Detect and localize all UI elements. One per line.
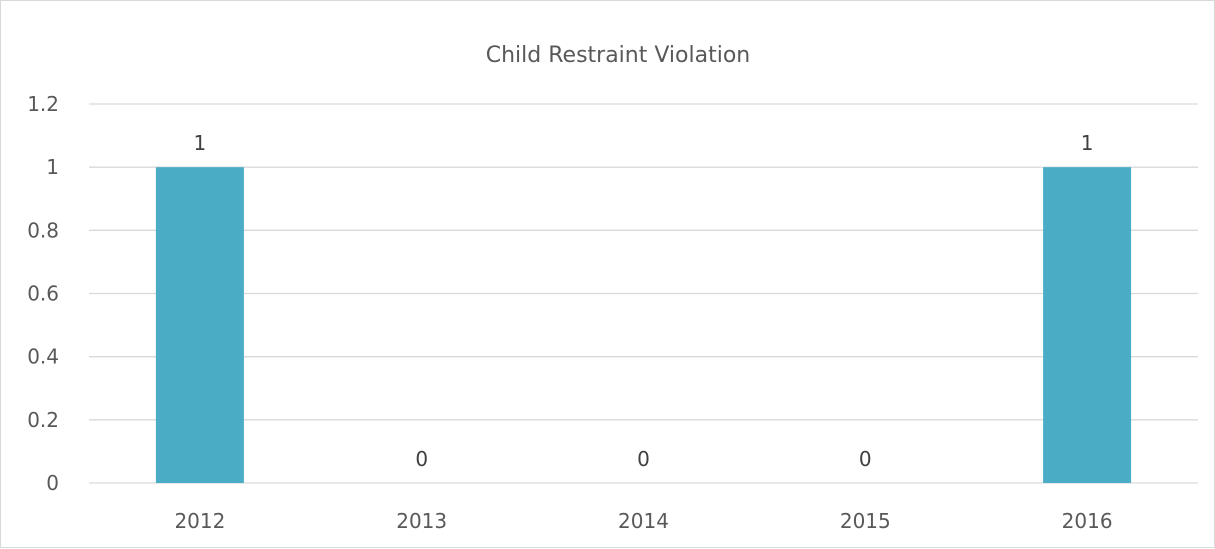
data-label-2013: 0 [415,447,428,471]
y-tick-label: 1.2 [27,92,59,116]
data-labels: 1 0 0 0 1 [194,131,1094,471]
x-tick-label: 2015 [840,509,891,533]
y-tick-label: 0.8 [27,218,59,242]
bar-2016 [1043,167,1132,483]
x-tick-label: 2013 [396,509,447,533]
bars [155,167,1132,483]
x-tick-label: 2016 [1062,509,1113,533]
y-tick-label: 0.2 [27,408,59,432]
y-axis-ticks: 0 0.2 0.4 0.6 0.8 1 1.2 [27,92,59,495]
x-axis-ticks: 2012 2013 2014 2015 2016 [174,509,1112,533]
data-label-2015: 0 [859,447,872,471]
x-tick-label: 2014 [618,509,669,533]
bar-2012 [155,167,244,483]
y-tick-label: 1 [46,155,59,179]
y-tick-label: 0 [46,471,59,495]
data-label-2014: 0 [637,447,650,471]
gridlines [89,103,1198,484]
y-tick-label: 0.4 [27,345,59,369]
chart-title: Child Restraint Violation [486,43,750,68]
y-tick-label: 0.6 [27,282,59,306]
data-label-2012: 1 [194,131,207,155]
x-tick-label: 2012 [174,509,225,533]
data-label-2016: 1 [1081,131,1094,155]
